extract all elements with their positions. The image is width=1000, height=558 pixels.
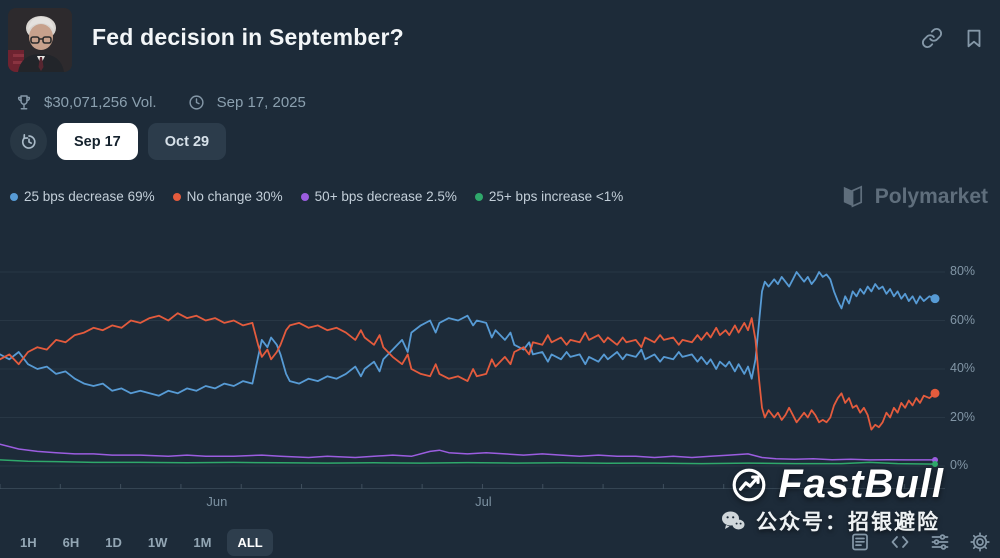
y-axis-label: 80%	[950, 264, 976, 278]
legend-dot	[172, 192, 181, 201]
legend-item[interactable]: 25 bps decrease 69%	[10, 189, 155, 204]
x-axis-label: Jul	[475, 494, 492, 509]
legend-item[interactable]: No change 30%	[172, 189, 283, 204]
fastbull-logo-icon	[732, 468, 766, 501]
wechat-watermark: 公众号：招银避险	[720, 506, 940, 536]
series-end-dot	[930, 294, 940, 304]
wechat-icon	[722, 511, 745, 530]
y-axis-label: 20%	[950, 409, 976, 424]
series-50-bps-decrease	[0, 443, 936, 461]
fastbull-watermark: FastBull	[731, 462, 944, 507]
timeframe-1d[interactable]: 1D	[95, 529, 132, 556]
polymarket-logo-icon	[843, 185, 862, 208]
legend-dot	[10, 192, 18, 201]
stats-row: $30,071,256 Vol. Sep 17, 2025	[12, 90, 306, 114]
series-25-bps-decrease	[0, 271, 936, 397]
clock-icon	[185, 90, 209, 114]
series-end-dot	[930, 388, 940, 398]
header-actions	[920, 26, 986, 50]
y-axis-label: 40%	[950, 361, 976, 375]
series-end-dot	[932, 456, 938, 463]
polymarket-watermark: Polymarket	[839, 183, 988, 210]
timeframe-1w[interactable]: 1W	[138, 529, 178, 556]
polymarket-logo-text: Polymarket	[874, 184, 988, 208]
tab-sep-17[interactable]: Sep 17	[57, 123, 138, 160]
chart-legend: 25 bps decrease 69% No change 30% 50+ bps …	[10, 189, 623, 204]
timeframe-all[interactable]: ALL	[227, 529, 273, 556]
chart-canvas[interactable]: Jun Jul	[0, 222, 945, 524]
x-axis-label: Jun	[206, 494, 227, 509]
legend-item[interactable]: 25+ bps increase <1%	[474, 189, 624, 204]
timeframe-1m[interactable]: 1M	[183, 529, 221, 556]
trophy-icon	[12, 90, 36, 114]
y-axis-label: 60%	[950, 312, 976, 327]
time-range-bar: 1H 6H 1D 1W 1M ALL	[10, 529, 273, 556]
wechat-watermark-text: 公众号：招银避险	[756, 511, 940, 534]
legend-label: 25+ bps increase <1%	[488, 189, 624, 204]
legend-label: 25 bps decrease 69%	[24, 189, 155, 204]
timeframe-1h[interactable]: 1H	[10, 529, 47, 556]
bookmark-icon[interactable]	[962, 26, 986, 50]
tab-bar: Sep 17 Oct 29	[10, 123, 227, 160]
series-no-change	[0, 312, 936, 431]
legend-label: 50+ bps decrease 2.5%	[314, 189, 457, 204]
volume-label: $30,071,256 Vol.	[44, 93, 157, 111]
chart-tools	[849, 531, 990, 552]
fastbull-logo-text: FastBull	[778, 462, 944, 506]
timeframe-6h[interactable]: 6H	[53, 529, 90, 556]
legend-label: No change 30%	[186, 189, 283, 204]
sliders-icon[interactable]	[929, 531, 950, 552]
link-icon[interactable]	[920, 26, 944, 50]
market-avatar	[8, 8, 72, 72]
news-icon[interactable]	[849, 531, 870, 552]
history-icon[interactable]	[10, 123, 47, 160]
embed-code-icon[interactable]	[889, 531, 910, 552]
powell-portrait	[8, 8, 72, 72]
series-25-bps-increase	[0, 459, 936, 465]
legend-dot	[300, 192, 309, 201]
legend-item[interactable]: 50+ bps decrease 2.5%	[300, 189, 457, 204]
tab-oct-29[interactable]: Oct 29	[147, 123, 227, 160]
y-axis-label: 0%	[950, 458, 969, 472]
gear-icon[interactable]	[969, 531, 990, 552]
price-chart[interactable]: Jun Jul 0% 20% 40% 60% 80%	[0, 222, 1000, 524]
page-title: Fed decision in September?	[92, 24, 404, 50]
series-end-dot	[932, 461, 938, 468]
legend-dot	[474, 192, 483, 201]
end-date-label: Sep 17, 2025	[216, 93, 306, 111]
